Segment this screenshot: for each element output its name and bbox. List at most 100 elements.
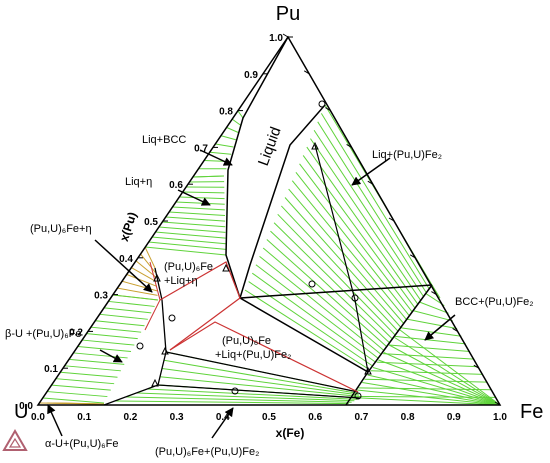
arrow	[424, 314, 456, 341]
tick	[282, 33, 289, 38]
tick	[431, 291, 437, 296]
tie-line	[140, 253, 156, 273]
tie-line	[388, 344, 501, 406]
tie-line	[175, 201, 225, 205]
tie-line	[382, 353, 475, 360]
tie-line	[351, 397, 501, 406]
x-tick-label: 0.3	[170, 412, 184, 423]
tie-line	[394, 337, 501, 406]
tie-line	[148, 241, 226, 250]
tie-line	[126, 273, 157, 287]
tie-line	[232, 118, 241, 126]
y-tick-label: 0.6	[169, 180, 183, 191]
tick	[452, 327, 458, 332]
tie-line	[266, 239, 388, 348]
tie-line	[161, 368, 360, 396]
tick	[388, 217, 395, 222]
x-tick-label: 0.6	[308, 412, 322, 423]
tie-line	[259, 255, 382, 355]
marker	[354, 392, 362, 400]
x-tick-label: 0.0	[31, 412, 45, 423]
axis-title: x(Pu)	[117, 210, 140, 243]
tie-line	[82, 339, 135, 346]
tie-line	[125, 396, 352, 403]
tie-triangle	[314, 144, 369, 373]
tie-line	[131, 267, 157, 283]
tie-line	[306, 146, 419, 305]
vertex-label: Pu	[276, 3, 300, 25]
tie-line	[172, 206, 225, 211]
tie-line	[77, 346, 132, 352]
tie-line	[209, 151, 232, 155]
tie-line	[399, 329, 501, 406]
tie-line	[104, 307, 152, 314]
tie-line	[302, 155, 416, 309]
tie-line	[310, 138, 422, 301]
tick	[494, 401, 501, 406]
x-tick-label: 0.2	[123, 412, 137, 423]
tie-line	[47, 391, 108, 398]
region-label: Liq+η	[125, 176, 152, 188]
tie-line	[270, 230, 391, 344]
arrow	[199, 149, 233, 166]
y-tick-label: 0.9	[244, 70, 258, 81]
tie-line	[158, 226, 226, 233]
tie-lines	[39, 104, 501, 406]
tick	[473, 364, 480, 369]
tie-line	[226, 127, 239, 133]
y-tick-label: 0.0	[19, 401, 33, 412]
tie-line	[367, 374, 501, 406]
tie-line	[251, 272, 376, 363]
tie-line	[136, 392, 355, 402]
region-label: +Liq+(Pu,U)Fe₂	[215, 349, 291, 361]
tie-line	[364, 378, 488, 383]
tie-line	[407, 318, 458, 330]
tie-line	[42, 397, 105, 404]
tie-line	[395, 335, 466, 345]
tie-line	[215, 143, 234, 148]
logo	[2, 429, 28, 451]
x-tick-label: 0.8	[401, 412, 415, 423]
tie-line	[122, 280, 158, 292]
tick	[325, 107, 331, 112]
tie-line	[376, 361, 479, 368]
arrow	[99, 349, 123, 363]
marker	[168, 314, 176, 322]
tie-line	[117, 287, 158, 296]
tie-line	[284, 197, 402, 328]
arrow	[177, 189, 211, 206]
tie-line	[378, 359, 501, 406]
marker	[318, 100, 326, 108]
tie-line	[262, 247, 385, 352]
region-label: (Pu,U)₆Fe+η	[30, 223, 92, 235]
region-label: BCC+(Pu,U)Fe₂	[455, 296, 534, 308]
tie-line	[56, 378, 115, 385]
red-boundary	[169, 321, 359, 393]
tie-line	[144, 246, 227, 256]
x-tick-label: 0.1	[77, 412, 91, 423]
arrow	[351, 157, 391, 186]
tie-line	[413, 310, 453, 322]
tie-line	[86, 333, 138, 340]
tie-line	[431, 284, 441, 299]
y-tick-label: 0.2	[69, 327, 83, 338]
y-tick-label: 1.0	[269, 33, 283, 44]
marker	[136, 342, 144, 350]
tie-line	[237, 110, 244, 119]
tie-line	[135, 260, 157, 278]
tie-line	[320, 113, 430, 290]
region-label: α-U+(Pu,U)₆Fe	[45, 438, 118, 450]
tie-line	[108, 300, 155, 307]
x-tick-label: 0.5	[262, 412, 276, 423]
marker	[231, 387, 239, 395]
arrows	[47, 149, 456, 439]
tie-line	[192, 175, 225, 178]
arrow	[47, 404, 63, 437]
region-label: Liq+(Pu,U)Fe₂	[372, 149, 442, 161]
region-label: +Liq+η	[164, 275, 198, 287]
tie-line	[288, 188, 405, 324]
tie-line	[358, 387, 492, 391]
tie-line	[179, 196, 225, 200]
tick	[367, 180, 374, 185]
